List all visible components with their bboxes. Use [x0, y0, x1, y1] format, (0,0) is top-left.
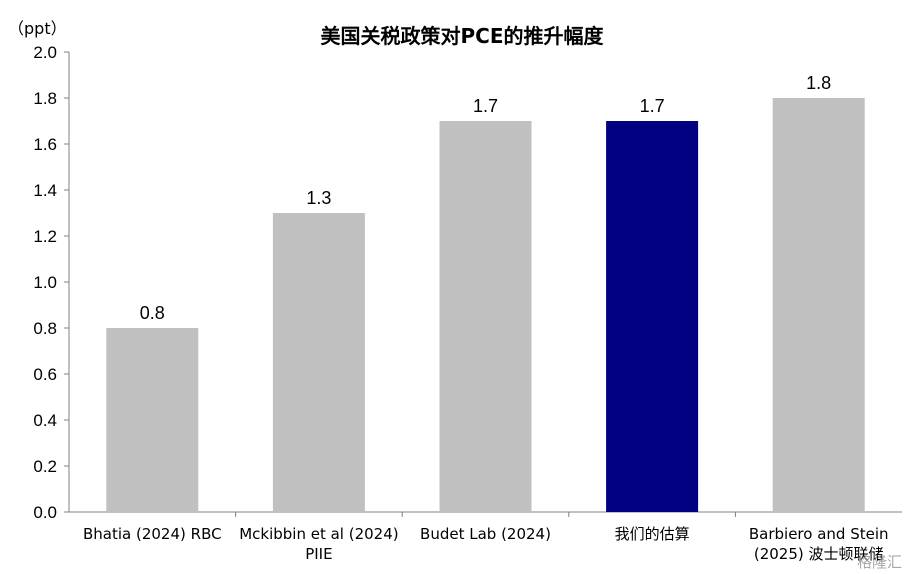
x-category-label: Barbiero and Stein — [749, 525, 889, 543]
y-axis-unit: （ppt） — [8, 19, 67, 38]
bars: 0.8 1.3 1.7 1.7 1.8 — [106, 73, 865, 512]
bar — [439, 121, 532, 512]
bar — [272, 213, 365, 512]
y-tick-label: 0.8 — [33, 319, 57, 338]
x-category-label: 我们的估算 — [615, 525, 690, 543]
y-tick-label: 1.2 — [33, 227, 57, 246]
x-category-label: (2025) 波士顿联储 — [754, 545, 884, 563]
y-tick-label: 1.6 — [33, 135, 57, 154]
y-tick-label: 0.2 — [33, 457, 57, 476]
y-tick-label: 1.4 — [33, 181, 57, 200]
x-category-label: PIIE — [305, 545, 332, 563]
bar-value-label: 1.7 — [473, 96, 498, 116]
bar-value-label: 1.8 — [806, 73, 831, 93]
y-tick-label: 0.6 — [33, 365, 57, 384]
bar-value-label: 1.7 — [640, 96, 665, 116]
x-category-label: Budet Lab (2024) — [420, 525, 551, 543]
bar — [772, 98, 865, 512]
watermark: 格隆汇 — [856, 553, 902, 571]
x-category-label: Mckibbin et al (2024) — [239, 525, 398, 543]
bar-value-label: 1.3 — [306, 188, 331, 208]
chart-title: 美国关税政策对PCE的推升幅度 — [321, 24, 605, 48]
x-category-label: Bhatia (2024) RBC — [83, 525, 222, 543]
y-ticks: 0.0 0.2 0.4 0.6 0.8 1.0 1.2 1.4 1.6 1.8 2.0 — [33, 43, 69, 522]
bar-value-label: 0.8 — [140, 303, 165, 323]
bar — [606, 121, 699, 512]
y-tick-label: 1.0 — [33, 273, 57, 292]
y-tick-label: 1.8 — [33, 89, 57, 108]
y-tick-label: 0.0 — [33, 503, 57, 522]
y-tick-label: 0.4 — [33, 411, 57, 430]
bar — [106, 328, 199, 512]
x-labels: Bhatia (2024) RBC Mckibbin et al (2024) PI… — [83, 525, 889, 563]
y-tick-label: 2.0 — [33, 43, 57, 62]
